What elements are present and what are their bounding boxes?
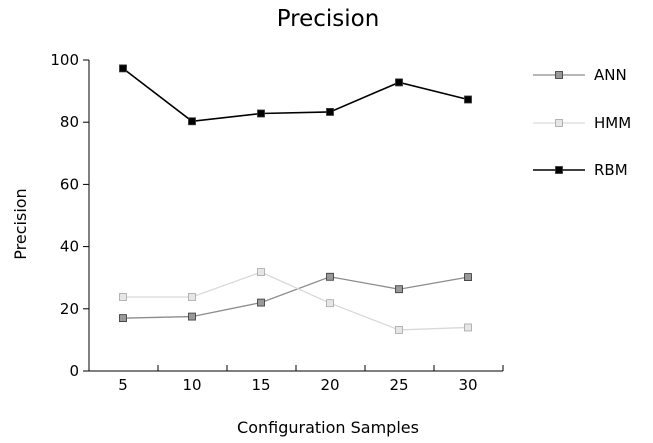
series-line-ann (122, 276, 469, 319)
x-tick-label: 20 (320, 376, 339, 394)
data-point-ann (326, 272, 334, 281)
series-hmm (119, 268, 472, 334)
data-point-hmm (119, 293, 127, 301)
x-tick-label: 10 (182, 376, 201, 394)
legend-label-ann: ANN (594, 66, 627, 84)
legend-item-ann: ANN (533, 66, 627, 84)
series-rbm (119, 64, 472, 126)
data-point-hmm (395, 326, 403, 334)
data-point-ann (257, 298, 265, 307)
series-ann (119, 272, 472, 323)
legend-label-rbm: RBM (594, 161, 628, 179)
y-ticks: 0 20 40 60 80 100 (50, 51, 89, 380)
data-point-hmm (326, 299, 334, 308)
legend-marker-ann (555, 71, 563, 79)
data-point-rbm (395, 78, 403, 87)
series-line-rbm (122, 67, 469, 123)
y-axis-label: Precision (11, 188, 30, 259)
y-tick-label: 60 (60, 175, 79, 193)
chart-title: Precision (277, 6, 380, 32)
data-point-rbm (188, 117, 196, 126)
x-ticks: 5 10 15 20 25 30 (88, 365, 504, 394)
series-line-hmm (123, 271, 469, 331)
y-tick-label: 80 (60, 113, 79, 131)
legend: ANN HMM RBM (533, 66, 631, 179)
x-tick-label: 30 (458, 376, 477, 394)
y-tick-label: 20 (60, 300, 79, 318)
y-tick-label: 40 (60, 238, 79, 256)
data-point-hmm (257, 268, 265, 277)
data-point-rbm (464, 95, 472, 104)
series-layer (119, 64, 472, 334)
data-point-ann (464, 273, 472, 281)
legend-label-hmm: HMM (594, 114, 631, 132)
data-point-ann (119, 314, 127, 323)
data-point-ann (395, 285, 403, 294)
legend-marker-rbm (555, 166, 563, 174)
data-point-rbm (257, 109, 265, 118)
data-point-rbm (119, 64, 127, 73)
x-tick-label: 5 (118, 376, 128, 394)
x-tick-label: 15 (251, 376, 270, 394)
legend-item-rbm: RBM (533, 161, 628, 179)
y-tick-label: 0 (69, 362, 79, 380)
legend-item-hmm: HMM (533, 114, 631, 132)
legend-marker-hmm (555, 119, 563, 127)
data-point-rbm (326, 108, 334, 116)
data-point-ann (188, 312, 196, 321)
data-point-hmm (188, 293, 196, 301)
axes (88, 60, 503, 372)
y-tick-label: 100 (50, 51, 79, 69)
x-tick-label: 25 (389, 376, 408, 394)
x-axis-label: Configuration Samples (237, 418, 419, 437)
data-point-hmm (464, 323, 472, 332)
